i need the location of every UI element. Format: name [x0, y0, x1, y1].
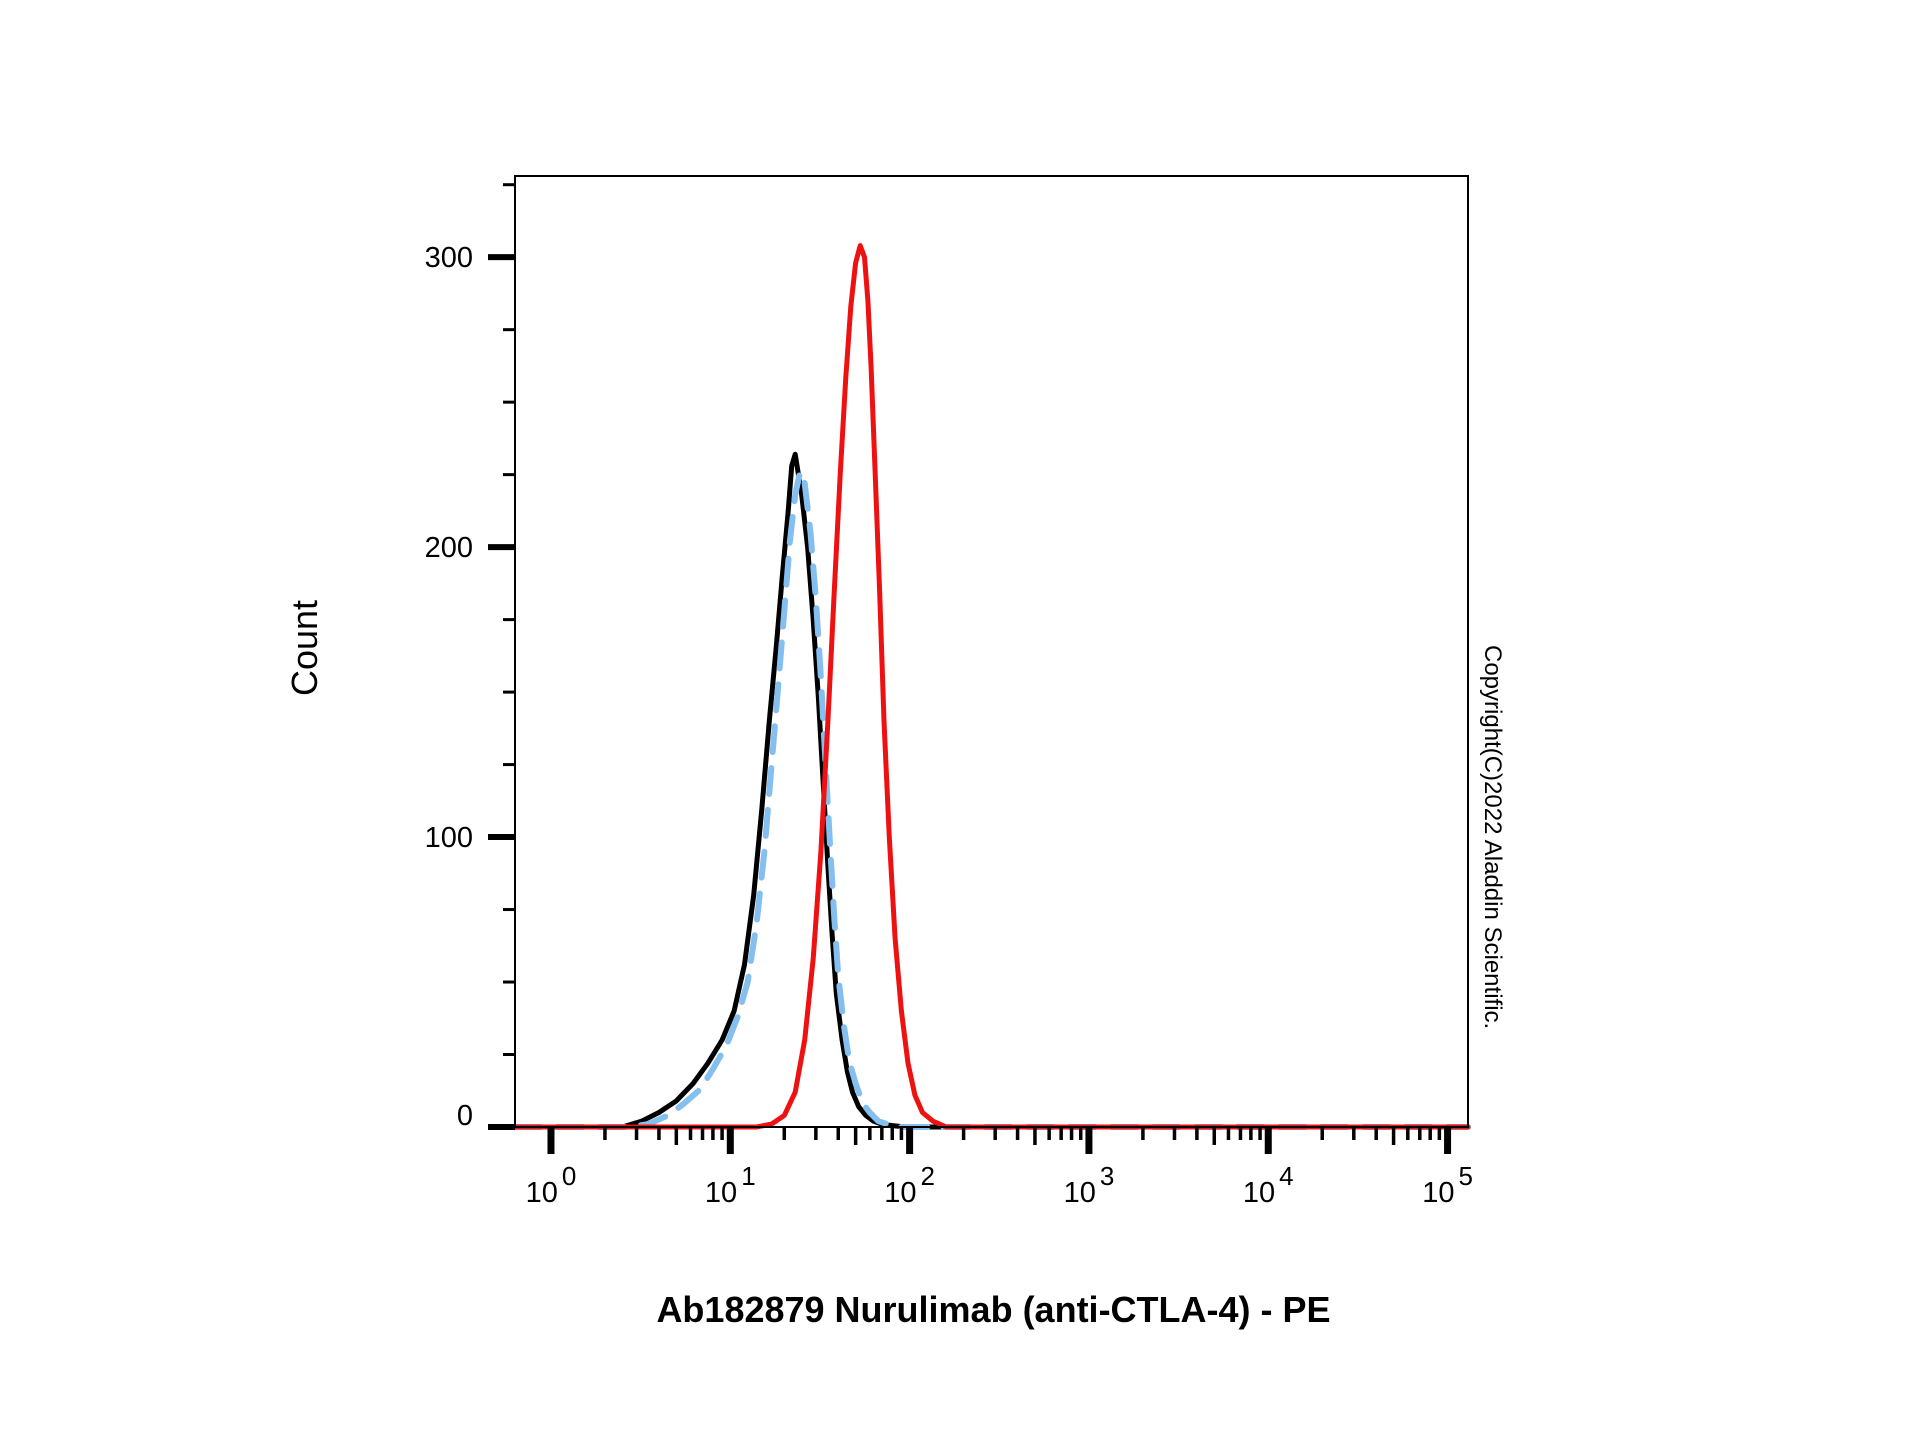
x-axis-title: Ab182879 Nurulimab (anti-CTLA-4) - PE: [656, 1289, 1330, 1330]
x-tick-base: 10: [705, 1177, 737, 1209]
x-tick-base: 10: [1243, 1177, 1275, 1209]
x-tick-exponent: 4: [1279, 1161, 1293, 1191]
series-line-2: [512, 243, 1471, 1130]
y-tick-label: 100: [425, 822, 473, 854]
y-axis-title: Count: [284, 600, 325, 696]
x-tick-label: 103: [1064, 1161, 1115, 1209]
x-tick-exponent: 2: [921, 1161, 935, 1191]
x-tick-label: 101: [705, 1161, 756, 1209]
x-tick-label: 105: [1422, 1161, 1473, 1209]
x-tick-base: 10: [1064, 1177, 1096, 1209]
x-tick-label: 100: [526, 1161, 577, 1209]
plot-frame: [514, 175, 1469, 1128]
x-tick-exponent: 0: [562, 1161, 576, 1191]
series-line-1: [512, 468, 1471, 1130]
x-tick-exponent: 3: [1100, 1161, 1114, 1191]
series-layer: [512, 243, 1471, 1130]
y-axis: 0 100 200 300: [425, 183, 515, 1132]
y-tick-label: 200: [425, 532, 473, 564]
copyright-annotation: Copyright(C)2022 Aladdin Scientific.: [1479, 645, 1506, 1029]
x-tick-base: 10: [884, 1177, 916, 1209]
x-tick-label: 104: [1243, 1161, 1294, 1209]
x-tick-base: 10: [526, 1177, 558, 1209]
y-tick-label: 300: [425, 242, 473, 274]
x-tick-base: 10: [1422, 1177, 1454, 1209]
x-tick-exponent: 1: [741, 1161, 755, 1191]
x-tick-exponent: 5: [1458, 1161, 1472, 1191]
y-tick-label: 0: [457, 1100, 473, 1132]
x-tick-label: 102: [884, 1161, 935, 1209]
